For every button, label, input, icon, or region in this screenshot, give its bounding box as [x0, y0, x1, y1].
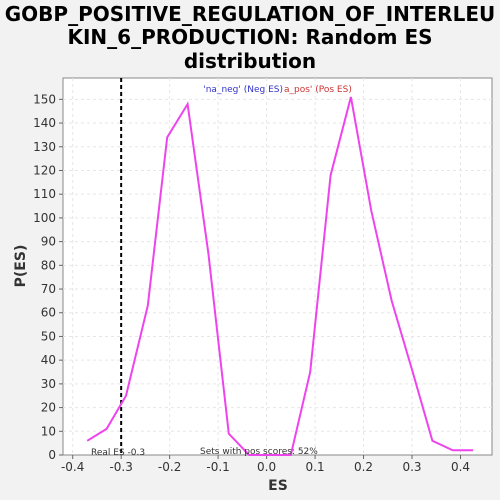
y-tick-label: 130	[33, 140, 56, 154]
pos-scores-label: Sets with pos scores: 52%	[200, 447, 318, 457]
legend-pos: a_pos' (Pos ES)	[284, 85, 352, 95]
x-tick-label: -0.2	[158, 460, 181, 474]
y-tick-label: 110	[33, 187, 56, 201]
grid	[63, 78, 492, 455]
y-tick-label: 50	[41, 329, 56, 343]
x-tick-label: 0.1	[306, 460, 325, 474]
y-tick-label: 10	[41, 424, 56, 438]
chart-title-line-1: GOBP_POSITIVE_REGULATION_OF_INTERLEU	[5, 2, 495, 26]
x-tick-label: -0.4	[61, 460, 84, 474]
legend-neg: 'na_neg' (Neg ES)	[203, 85, 283, 95]
x-tick-label: 0.4	[451, 460, 470, 474]
y-tick-label: 20	[41, 401, 56, 415]
series-line	[86, 96, 474, 456]
x-tick-label: 0.0	[257, 460, 276, 474]
x-tick-label: -0.3	[109, 460, 132, 474]
x-tick-label: -0.1	[206, 460, 229, 474]
y-tick-label: 80	[41, 258, 56, 272]
axis-ticks: 0 10 20 30 40 50 60 70 80 90 100 110 120 130 140 150 -0.…	[33, 92, 470, 474]
chart-title-line-3: distribution	[184, 49, 316, 73]
chart-title-line-2: KIN_6_PRODUCTION: Random ES	[67, 25, 432, 49]
y-tick-label: 30	[41, 377, 56, 391]
y-tick-label: 100	[33, 211, 56, 225]
y-tick-label: 70	[41, 282, 56, 296]
real-es-label: Real ES -0.3	[91, 448, 145, 458]
x-axis-label: ES	[268, 478, 288, 494]
x-tick-label: 0.3	[402, 460, 421, 474]
y-tick-label: 150	[33, 92, 56, 106]
y-tick-label: 60	[41, 306, 56, 320]
x-tick-label: 0.2	[354, 460, 373, 474]
plot-area	[62, 77, 493, 456]
y-axis-label: P(ES)	[13, 245, 29, 288]
y-tick-label: 40	[41, 353, 56, 367]
y-tick-label: 120	[33, 163, 56, 177]
y-tick-label: 0	[48, 448, 56, 462]
y-tick-label: 140	[33, 116, 56, 130]
y-tick-label: 90	[41, 235, 56, 249]
